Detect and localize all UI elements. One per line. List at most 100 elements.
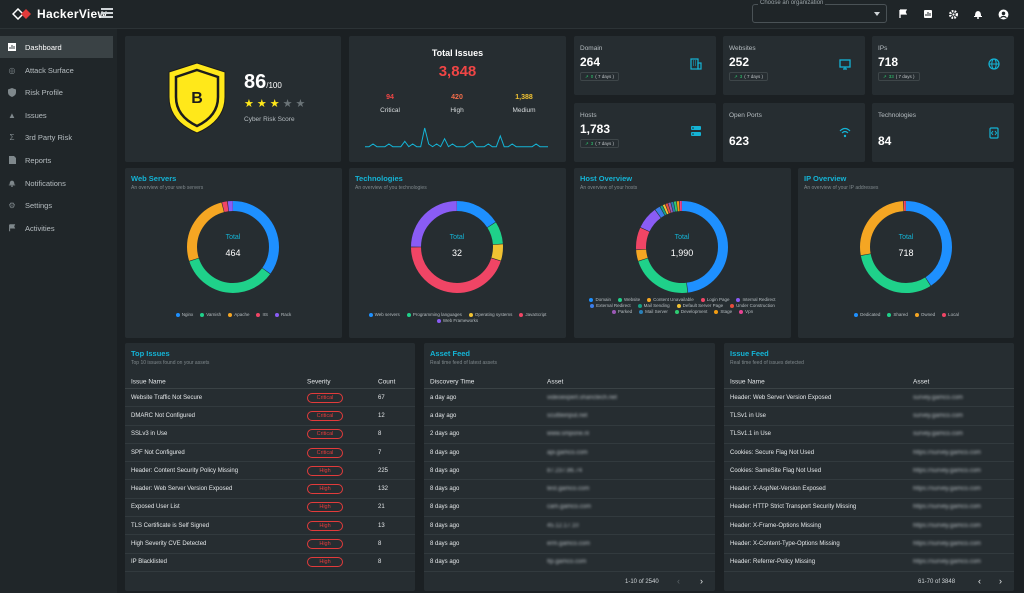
- gear-icon[interactable]: [947, 8, 959, 20]
- legend-item[interactable]: Rack: [274, 312, 291, 317]
- donut-slice-javascript[interactable]: [411, 201, 503, 293]
- table-row[interactable]: Header: HTTP Strict Transport Security M…: [724, 499, 1014, 518]
- sidebar-item-settings[interactable]: ⚙ Settings: [0, 194, 113, 216]
- donut-slice-operating-systems[interactable]: [411, 201, 503, 293]
- table-row[interactable]: Cookies: Secure Flag Not Used https://sur…: [724, 444, 1014, 463]
- table-row[interactable]: 8 days ago 87.237.86.74: [424, 462, 715, 481]
- table-row[interactable]: 2 days ago www.smpone.nl: [424, 426, 715, 444]
- organization-select[interactable]: Choose an organization: [752, 0, 887, 23]
- donut-slice-shared[interactable]: [860, 201, 952, 293]
- legend-item[interactable]: Varnish: [200, 312, 221, 317]
- legend-item[interactable]: Internal Redirect: [736, 297, 776, 302]
- table-row[interactable]: IP Blacklisted High 8: [125, 554, 415, 572]
- table-row[interactable]: Header: Web Server Version Exposed survey…: [724, 389, 1014, 408]
- stat-card-open-ports[interactable]: Open Ports 623: [723, 103, 865, 162]
- legend-item[interactable]: Stage: [714, 309, 732, 314]
- donut-slice-owned[interactable]: [860, 201, 952, 293]
- legend-item[interactable]: Domain: [589, 297, 611, 302]
- legend-item[interactable]: Mail Server: [639, 309, 668, 314]
- table-row[interactable]: High Severity CVE Detected High 8: [125, 535, 415, 554]
- table-row[interactable]: Header: Content Security Policy Missing H…: [125, 462, 415, 481]
- asset-name[interactable]: api.gamco.com: [547, 449, 588, 456]
- table-row[interactable]: SSLv3 in Use Critical 8: [125, 426, 415, 444]
- table-row[interactable]: 8 days ago 45.12.17.10: [424, 517, 715, 536]
- legend-item[interactable]: Programming languages: [406, 312, 462, 317]
- table-row[interactable]: Cookies: SameSite Flag Not Used https://s…: [724, 462, 1014, 481]
- table-row[interactable]: Header: X-AspNet-Version Exposed https://…: [724, 481, 1014, 499]
- sidebar-item-activities[interactable]: Activities: [0, 217, 113, 239]
- user-avatar-icon[interactable]: [997, 8, 1009, 20]
- table-row[interactable]: TLS Certificate is Self Signed High 13: [125, 517, 415, 536]
- sidebar-item-attack-surface[interactable]: ◎ Attack Surface: [0, 59, 113, 81]
- asset-name[interactable]: https://survey.gamco.com: [913, 449, 981, 456]
- asset-name[interactable]: test.gamco.com: [547, 486, 590, 493]
- column-header-issue-name[interactable]: Issue Name: [131, 378, 166, 385]
- sidebar-item-dashboard[interactable]: Dashboard: [0, 36, 113, 58]
- issue-feed-next-page-icon[interactable]: ›: [999, 576, 1002, 586]
- legend-item[interactable]: Mail Sending: [637, 303, 670, 308]
- legend-item[interactable]: Default Server Page: [676, 303, 723, 308]
- legend-item[interactable]: Login Page: [700, 297, 729, 302]
- asset-name[interactable]: https://survey.gamco.com: [913, 486, 981, 493]
- legend-item[interactable]: Under Construction: [730, 303, 775, 308]
- legend-item[interactable]: Content Unavailable: [647, 297, 694, 302]
- table-row[interactable]: 8 days ago test.gamco.com: [424, 481, 715, 499]
- app-logo[interactable]: HackerView: [12, 7, 107, 21]
- legend-item[interactable]: Development: [674, 309, 707, 314]
- legend-item[interactable]: Apache: [228, 312, 249, 317]
- legend-item[interactable]: External Redirect: [590, 303, 631, 308]
- legend-item[interactable]: Owned: [914, 312, 935, 317]
- table-row[interactable]: TLSv1 in Use survey.gamco.com: [724, 407, 1014, 426]
- asset-feed-next-page-icon[interactable]: ›: [700, 576, 703, 586]
- table-row[interactable]: a day ago scuttleinput.net: [424, 407, 715, 426]
- table-row[interactable]: Website Traffic Not Secure Critical 67: [125, 389, 415, 408]
- stat-card-domain[interactable]: Domain 264 ↗ 0( 7 days ): [574, 36, 716, 95]
- legend-item[interactable]: Local: [942, 312, 959, 317]
- legend-item[interactable]: IIS: [256, 312, 268, 317]
- donut-slice-web-servers[interactable]: [411, 201, 503, 293]
- table-row[interactable]: Header: Referrer-Policy Missing https://s…: [724, 554, 1014, 572]
- asset-name[interactable]: https://survey.gamco.com: [913, 541, 981, 548]
- legend-item[interactable]: JavaScript: [519, 312, 546, 317]
- column-header-issue-name[interactable]: Issue Name: [730, 378, 765, 385]
- asset-name[interactable]: survey.gamco.com: [913, 431, 963, 438]
- legend-item[interactable]: Operating systems: [468, 312, 512, 317]
- column-header-asset[interactable]: Asset: [547, 378, 564, 385]
- stat-card-ips[interactable]: IPs 718 ↗ 33( 7 days ): [872, 36, 1014, 95]
- asset-name[interactable]: ftp.gamco.com: [547, 559, 587, 566]
- legend-item[interactable]: Web servers: [368, 312, 400, 317]
- table-row[interactable]: DMARC Not Configured Critical 12: [125, 407, 415, 426]
- asset-name[interactable]: videoexpert.shanctech.net: [547, 394, 618, 401]
- stat-card-technologies[interactable]: Technologies 84: [872, 103, 1014, 162]
- sidebar-item-risk-profile[interactable]: Risk Profile: [0, 81, 113, 103]
- donut-slice-dedicated[interactable]: [860, 201, 952, 293]
- legend-item[interactable]: Website: [617, 297, 640, 302]
- asset-name[interactable]: erm.gamco.com: [547, 541, 591, 548]
- donut-slice-website[interactable]: [636, 201, 728, 293]
- column-header-count[interactable]: Count: [378, 378, 396, 385]
- asset-name[interactable]: 45.12.17.10: [547, 522, 579, 529]
- report-icon[interactable]: [922, 8, 934, 20]
- column-header-asset[interactable]: Asset: [913, 378, 930, 385]
- donut-slice-login-page[interactable]: [636, 201, 728, 293]
- table-row[interactable]: Header: X-Frame-Options Missing https://s…: [724, 517, 1014, 536]
- sidebar-item-3rd-party-risk[interactable]: Σ 3rd Party Risk: [0, 126, 113, 148]
- asset-name[interactable]: survey.gamco.com: [913, 412, 963, 419]
- flag-icon[interactable]: [897, 8, 909, 20]
- menu-toggle-icon[interactable]: [101, 8, 113, 19]
- legend-item[interactable]: Vpn: [739, 309, 753, 314]
- asset-name[interactable]: cam.gamco.com: [547, 504, 592, 511]
- asset-name[interactable]: scuttleinput.net: [547, 412, 588, 419]
- table-row[interactable]: Header: Web Server Version Exposed High 13…: [125, 481, 415, 499]
- bell-icon[interactable]: [972, 8, 984, 20]
- column-header-discovery-time[interactable]: Discovery Time: [430, 378, 475, 385]
- table-row[interactable]: TLSv1.1 in Use survey.gamco.com: [724, 426, 1014, 444]
- asset-name[interactable]: https://survey.gamco.com: [913, 467, 981, 474]
- sidebar-item-issues[interactable]: ▲ Issues: [0, 104, 113, 126]
- legend-item[interactable]: Web Frameworks: [436, 318, 478, 323]
- asset-name[interactable]: survey.gamco.com: [913, 394, 963, 401]
- donut-slice-nginx[interactable]: [187, 201, 279, 293]
- sidebar-item-notifications[interactable]: Notifications: [0, 172, 113, 194]
- table-row[interactable]: 8 days ago api.gamco.com: [424, 444, 715, 463]
- asset-name[interactable]: 87.237.86.74: [547, 467, 583, 474]
